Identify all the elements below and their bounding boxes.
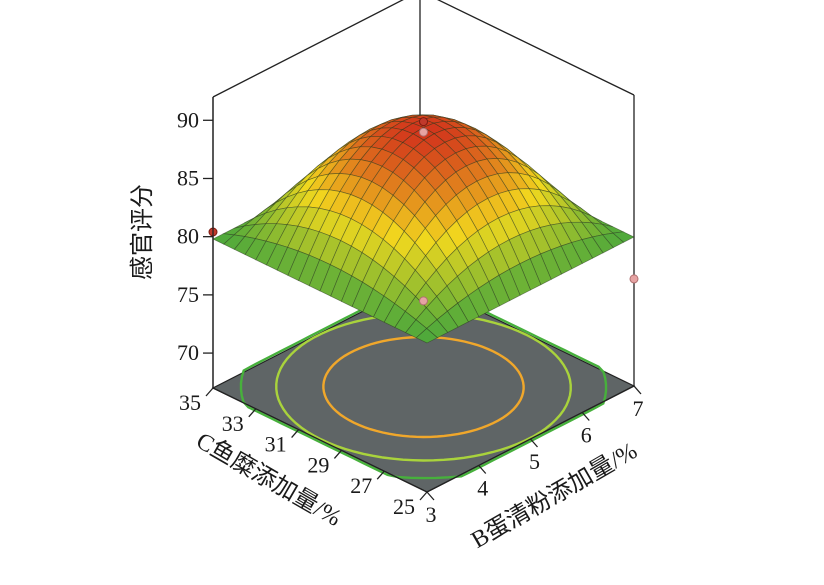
z-tick-label: 80 [177,224,199,249]
y-tick [419,491,428,501]
design-point [419,127,428,137]
y-axis-line [212,387,428,493]
y-tick-label: 29 [307,452,329,477]
y-tick-label: 35 [179,390,201,415]
z-tick-label: 85 [177,165,199,190]
x-tick [530,438,538,448]
y-tick [205,387,214,397]
y-tick [376,470,385,480]
y-tick-label: 31 [265,432,287,457]
surface-cell [415,328,439,344]
x-tick-label: 4 [477,476,488,501]
x-tick [633,385,642,395]
axes: 70 75 80 85 90 25 27 29 31 33 35 3 4 5 6 7 [177,97,644,527]
design-point [419,117,428,127]
x-tick-label: 3 [426,502,437,527]
response-surface [212,114,635,344]
design-point [629,274,639,284]
y-tick [333,449,342,459]
y-tick-label: 25 [393,494,415,519]
y-tick [291,429,300,439]
z-tick-label: 75 [177,282,199,307]
contour-line [322,335,525,439]
z-tick-label: 90 [177,107,199,132]
y-tick-label: 27 [350,473,372,498]
z-axis-title: 感官评分 [129,184,156,280]
design-points [208,117,639,306]
x-tick-label: 7 [633,396,644,421]
z-tick-label: 70 [177,340,199,365]
x-tick [426,491,435,501]
x-tick [478,465,487,474]
x-tick-label: 5 [529,449,540,474]
design-point [419,296,428,306]
x-tick-label: 6 [581,423,592,448]
x-tick [581,412,590,421]
box-edge [212,0,404,98]
y-tick [248,408,257,418]
box-edge [437,0,635,96]
y-tick-label: 33 [222,411,244,436]
